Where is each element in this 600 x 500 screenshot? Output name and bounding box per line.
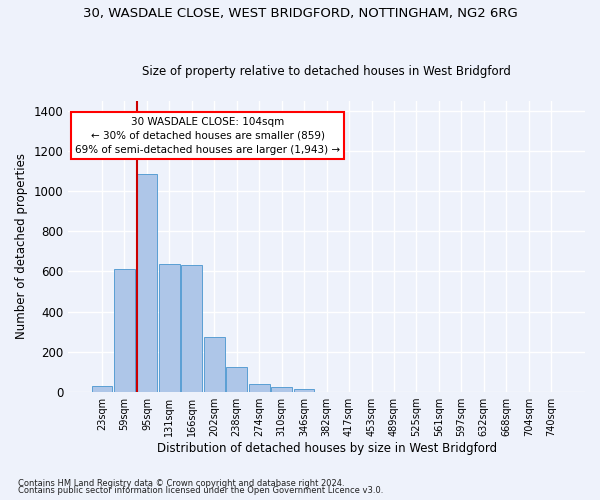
Text: 30, WASDALE CLOSE, WEST BRIDGFORD, NOTTINGHAM, NG2 6RG: 30, WASDALE CLOSE, WEST BRIDGFORD, NOTTI… [83,8,517,20]
X-axis label: Distribution of detached houses by size in West Bridgford: Distribution of detached houses by size … [157,442,497,455]
Y-axis label: Number of detached properties: Number of detached properties [15,154,28,340]
Title: Size of property relative to detached houses in West Bridgford: Size of property relative to detached ho… [142,66,511,78]
Text: Contains HM Land Registry data © Crown copyright and database right 2024.: Contains HM Land Registry data © Crown c… [18,478,344,488]
Bar [204,337,224,392]
Text: 30 WASDALE CLOSE: 104sqm
← 30% of detached houses are smaller (859)
69% of semi-: 30 WASDALE CLOSE: 104sqm ← 30% of detach… [75,116,340,154]
Text: Contains public sector information licensed under the Open Government Licence v3: Contains public sector information licen… [18,486,383,495]
Bar [181,266,202,392]
Bar [114,270,135,392]
Bar [92,386,112,392]
Bar [271,387,292,392]
Bar [226,367,247,392]
Bar [249,384,269,392]
Bar [137,174,157,392]
Bar [159,264,179,392]
Bar [294,389,314,392]
